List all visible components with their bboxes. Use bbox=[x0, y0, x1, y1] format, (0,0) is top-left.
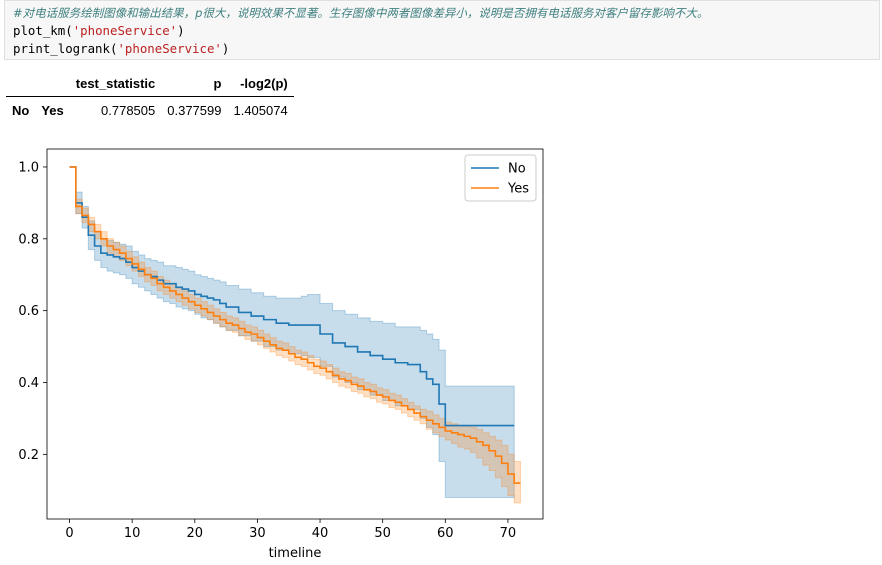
y-axis: 0.2 0.4 0.6 0.8 1.0 bbox=[18, 160, 47, 463]
x-tick-label: 70 bbox=[500, 526, 517, 541]
x-axis-label: timeline bbox=[269, 546, 322, 561]
code-line-print-logrank: print_logrank('phoneService') bbox=[13, 41, 229, 56]
table-header-index-blank-2 bbox=[35, 70, 70, 97]
x-tick-label: 20 bbox=[187, 526, 204, 541]
table-header-row: test_statistic p -log2(p) bbox=[6, 70, 294, 97]
x-tick-label: 60 bbox=[437, 526, 454, 541]
km-survival-chart: 0 10 20 30 40 50 60 70 0.2 0.4 0.6 0.8 1.0 timeline… bbox=[18, 148, 544, 561]
ci-band-no bbox=[69, 166, 515, 498]
table-row: No Yes 0.778505 0.377599 1.405074 bbox=[6, 97, 294, 124]
cell-log2p: 1.405074 bbox=[233, 102, 288, 118]
row-index-yes: Yes bbox=[41, 102, 64, 118]
plot-km-close: ) bbox=[177, 23, 185, 38]
y-tick-label: 0.8 bbox=[18, 232, 39, 247]
y-tick-label: 1.0 bbox=[18, 160, 39, 175]
logrank-table: test_statistic p -log2(p) No Yes 0.77850… bbox=[6, 70, 294, 123]
y-tick-label: 0.6 bbox=[18, 304, 39, 319]
survival-line-no bbox=[69, 166, 515, 427]
table-header-test-statistic: test_statistic bbox=[69, 70, 162, 97]
table-header-log2p: -log2(p) bbox=[227, 70, 294, 97]
print-logrank-close: ) bbox=[221, 41, 230, 56]
x-tick-label: 10 bbox=[124, 526, 141, 541]
x-tick-label: 40 bbox=[312, 526, 329, 541]
table-header-p: p bbox=[161, 70, 228, 97]
y-tick-label: 0.2 bbox=[18, 448, 39, 463]
print-logrank-arg: 'phoneService' bbox=[117, 41, 222, 56]
plot-km-call: plot_km( bbox=[13, 23, 73, 38]
plot-frame bbox=[46, 148, 544, 520]
x-tick-label: 0 bbox=[65, 526, 73, 541]
plot-km-arg: 'phoneService' bbox=[72, 23, 178, 38]
x-axis: 0 10 20 30 40 50 60 70 bbox=[65, 519, 516, 541]
confidence-bands bbox=[69, 166, 521, 504]
x-tick-label: 30 bbox=[249, 526, 266, 541]
legend-label-no: No bbox=[508, 162, 526, 177]
row-index-no: No bbox=[12, 102, 30, 118]
ci-band-yes bbox=[69, 166, 521, 504]
x-tick-label: 50 bbox=[374, 526, 391, 541]
print-logrank-call: print_logrank( bbox=[13, 41, 118, 56]
legend: No Yes bbox=[464, 154, 537, 202]
table-header-index-blank bbox=[6, 70, 36, 97]
code-cell[interactable]: #对电话服务绘制图像和输出结果，p很大，说明效果不显著。生存图像中两者图像差异小… bbox=[4, 0, 880, 60]
legend-box bbox=[464, 154, 537, 202]
code-comment: #对电话服务绘制图像和输出结果，p很大，说明效果不显著。生存图像中两者图像差异小… bbox=[13, 6, 709, 20]
y-tick-label: 0.4 bbox=[18, 376, 39, 391]
code-line-plot-km: plot_km('phoneService') bbox=[13, 23, 185, 38]
cell-test-statistic: 0.778505 bbox=[101, 102, 156, 118]
legend-label-yes: Yes bbox=[507, 182, 529, 197]
cell-p: 0.377599 bbox=[167, 102, 222, 118]
survival-curves bbox=[69, 166, 521, 484]
survival-line-yes bbox=[69, 166, 521, 484]
